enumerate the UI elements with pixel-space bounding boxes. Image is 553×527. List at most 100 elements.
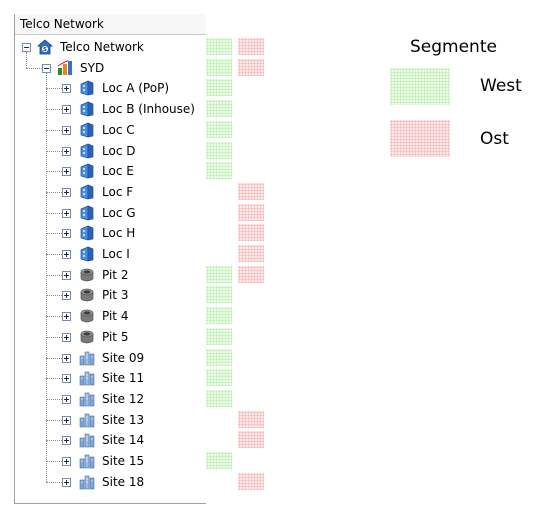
tree-row[interactable]: Loc G bbox=[0, 203, 205, 223]
expand-icon[interactable] bbox=[62, 250, 71, 259]
segment-ost-marker bbox=[238, 59, 264, 76]
tree-row[interactable]: Loc F bbox=[0, 182, 205, 202]
segment-ost-marker bbox=[238, 431, 264, 448]
segment-ost-marker bbox=[238, 245, 264, 262]
tree-connector bbox=[46, 192, 62, 193]
expand-icon[interactable] bbox=[62, 395, 71, 404]
legend-swatch-ost bbox=[390, 120, 450, 157]
building-icon bbox=[79, 474, 95, 490]
expand-icon[interactable] bbox=[62, 312, 71, 321]
expand-icon[interactable] bbox=[62, 457, 71, 466]
segment-west-marker bbox=[206, 369, 232, 386]
expand-icon[interactable] bbox=[62, 291, 71, 300]
expand-icon[interactable] bbox=[62, 436, 71, 445]
tree-connector bbox=[46, 254, 62, 255]
expand-icon[interactable] bbox=[62, 84, 71, 93]
expand-icon[interactable] bbox=[62, 478, 71, 487]
segment-ost-marker bbox=[238, 411, 264, 428]
collapse-icon[interactable] bbox=[42, 64, 51, 73]
tree-row[interactable]: Site 12 bbox=[0, 389, 205, 409]
tree-node-label[interactable]: Loc I bbox=[102, 247, 130, 261]
tree-row[interactable]: Loc I bbox=[0, 244, 205, 264]
tree-connector bbox=[46, 275, 62, 276]
tree-connector bbox=[46, 337, 62, 338]
tree-row[interactable]: Site 18 bbox=[0, 472, 205, 492]
tree-row[interactable]: Loc A (PoP) bbox=[0, 78, 205, 98]
expand-icon[interactable] bbox=[62, 209, 71, 218]
tree-node-label[interactable]: Loc A (PoP) bbox=[102, 81, 170, 95]
tree-node-label[interactable]: Pit 2 bbox=[102, 268, 129, 282]
tree-node-label[interactable]: Loc F bbox=[102, 185, 134, 199]
expand-icon[interactable] bbox=[62, 147, 71, 156]
tree-row[interactable]: Site 14 bbox=[0, 430, 205, 450]
segment-west-marker bbox=[206, 349, 232, 366]
tree-node-label[interactable]: Pit 5 bbox=[102, 330, 129, 344]
tree-row[interactable]: Site 13 bbox=[0, 410, 205, 430]
tree-row[interactable]: Pit 4 bbox=[0, 306, 205, 326]
segment-ost-marker bbox=[238, 266, 264, 283]
tree-row[interactable]: Site 09 bbox=[0, 348, 205, 368]
tree-connector bbox=[26, 68, 42, 69]
expand-icon[interactable] bbox=[62, 105, 71, 114]
tree-row[interactable]: Pit 5 bbox=[0, 327, 205, 347]
segment-west-marker bbox=[206, 79, 232, 96]
tree-row[interactable]: Loc E bbox=[0, 161, 205, 181]
location-icon bbox=[79, 80, 95, 96]
building-icon bbox=[79, 370, 95, 386]
tree-row[interactable]: S Telco Network bbox=[0, 37, 205, 57]
location-icon bbox=[79, 246, 95, 262]
expand-icon[interactable] bbox=[62, 167, 71, 176]
tree-row[interactable]: SYD bbox=[0, 58, 205, 78]
expand-icon[interactable] bbox=[62, 333, 71, 342]
tree-connector-syd bbox=[46, 73, 47, 482]
segment-ost-marker bbox=[238, 38, 264, 55]
pit-icon bbox=[79, 267, 95, 283]
location-icon bbox=[79, 122, 95, 138]
segment-west-marker bbox=[206, 307, 232, 324]
segment-west-marker bbox=[206, 142, 232, 159]
tree-node-label[interactable]: Loc E bbox=[102, 164, 134, 178]
tree-node-label[interactable]: Site 13 bbox=[102, 413, 145, 427]
tree-node-label[interactable]: Site 11 bbox=[102, 371, 145, 385]
segment-west-marker bbox=[206, 390, 232, 407]
tree-node-label[interactable]: Site 18 bbox=[102, 475, 145, 489]
tree-row[interactable]: Loc D bbox=[0, 141, 205, 161]
segment-west-marker bbox=[206, 328, 232, 345]
tree-node-label[interactable]: Loc G bbox=[102, 206, 136, 220]
expand-icon[interactable] bbox=[62, 374, 71, 383]
tree-node-label[interactable]: Site 15 bbox=[102, 454, 145, 468]
building-icon bbox=[79, 350, 95, 366]
tree-row[interactable]: Loc H bbox=[0, 223, 205, 243]
tree-connector bbox=[46, 482, 62, 483]
tree-row[interactable]: Pit 3 bbox=[0, 285, 205, 305]
tree-node-label[interactable]: Site 09 bbox=[102, 351, 145, 365]
tree-node-label[interactable]: Site 14 bbox=[102, 433, 145, 447]
tree-row[interactable]: Loc C bbox=[0, 120, 205, 140]
tree-node-label[interactable]: Pit 3 bbox=[102, 288, 129, 302]
expand-icon[interactable] bbox=[62, 354, 71, 363]
tree-row[interactable]: Pit 2 bbox=[0, 265, 205, 285]
tree-row[interactable]: Site 15 bbox=[0, 451, 205, 471]
tree-node-label[interactable]: Pit 4 bbox=[102, 309, 129, 323]
tree-row[interactable]: Site 11 bbox=[0, 368, 205, 388]
expand-icon[interactable] bbox=[62, 126, 71, 135]
tree-node-label[interactable]: Loc B (Inhouse) bbox=[102, 102, 195, 116]
tree-node-label[interactable]: Telco Network bbox=[60, 40, 144, 54]
tree-node-label[interactable]: Loc D bbox=[102, 144, 136, 158]
building-icon bbox=[79, 391, 95, 407]
tree-node-label[interactable]: Site 12 bbox=[102, 392, 145, 406]
segment-west-marker bbox=[206, 162, 232, 179]
segment-west-marker bbox=[206, 38, 232, 55]
tree-node-label[interactable]: SYD bbox=[80, 61, 105, 75]
expand-icon[interactable] bbox=[62, 188, 71, 197]
expand-icon[interactable] bbox=[62, 229, 71, 238]
tree-node-label[interactable]: Loc H bbox=[102, 226, 136, 240]
legend-label-west: West bbox=[480, 76, 522, 96]
tree-row[interactable]: Loc B (Inhouse) bbox=[0, 99, 205, 119]
expand-icon[interactable] bbox=[62, 271, 71, 280]
expand-icon[interactable] bbox=[62, 416, 71, 425]
tree-connector bbox=[46, 171, 62, 172]
collapse-icon[interactable] bbox=[22, 43, 31, 52]
tree-node-label[interactable]: Loc C bbox=[102, 123, 135, 137]
